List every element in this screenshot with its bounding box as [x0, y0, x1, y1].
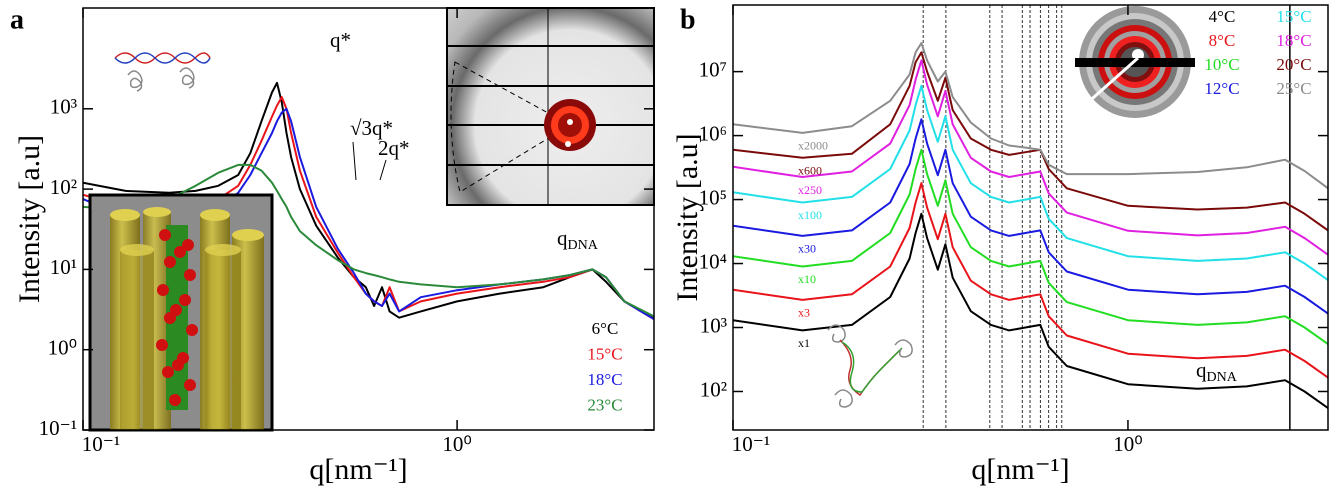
legend-entry: 15°C	[587, 344, 622, 363]
annotation-text: q*	[330, 28, 351, 52]
series-line	[733, 51, 1328, 232]
y-tick-label: 10²	[50, 175, 77, 199]
series-line	[733, 182, 1328, 379]
inset-detector	[446, 7, 655, 206]
plot-area-a	[83, 81, 654, 321]
annotation-subscript: DNA	[568, 238, 599, 253]
plot-frame	[732, 4, 1329, 431]
legend-entry: 8°C	[1209, 31, 1236, 50]
pointer	[379, 159, 387, 181]
scale-label: x1	[798, 336, 810, 350]
y-tick-label: 10⁷	[699, 57, 727, 81]
legend-entry: 20°C	[1276, 55, 1311, 74]
legend-entry: 23°C	[587, 395, 622, 414]
labels: 10⁻¹ 10⁰ 10¹ 10² 10³ 10⁻¹ 10⁰ q[nm⁻¹] Intensity …	[10, 4, 1329, 486]
x-tick-label: 10⁰	[1113, 432, 1142, 456]
series-line	[733, 118, 1328, 315]
series-line	[733, 84, 1328, 281]
polymer-icon	[827, 324, 913, 408]
scale-label: x10	[798, 272, 816, 286]
legend-entry: 15°C	[1276, 7, 1311, 26]
scale-label: x100	[798, 208, 822, 222]
x-axis-label: q[nm⁻¹]	[309, 453, 407, 486]
scale-label: x3	[798, 306, 810, 320]
x-tick-label: 10⁰	[442, 432, 471, 456]
annotation: q*	[330, 28, 351, 52]
y-tick-label: 10⁵	[699, 185, 727, 209]
x-axis-label: q[nm⁻¹]	[971, 453, 1069, 486]
legend-entry: 18°C	[587, 370, 622, 389]
y-tick-label: 10²	[700, 377, 727, 401]
series-line	[83, 163, 654, 318]
plot-frame	[82, 7, 655, 431]
legend-entry: 10°C	[1204, 55, 1239, 74]
y-tick-label: 10³	[50, 95, 77, 119]
inset-rendering	[88, 193, 274, 432]
y-axis-label: Intensity [a.u]	[671, 133, 704, 301]
annotation-text: 2q*	[378, 136, 410, 160]
legend-entry: 4°C	[1209, 7, 1236, 26]
legend-entry: 18°C	[1276, 31, 1311, 50]
panel-label: b	[680, 4, 696, 35]
annotation-text: q	[557, 226, 568, 250]
scale-label: x250	[798, 183, 822, 197]
series-line	[83, 81, 654, 319]
legend-entry: 6°C	[592, 319, 619, 338]
x-tick-label: 10⁻¹	[732, 432, 770, 456]
scale-label: x30	[798, 242, 816, 256]
series-line	[733, 212, 1328, 409]
annotation: qDNA	[1196, 358, 1238, 385]
pointer	[352, 141, 357, 181]
x-tick-label: 10⁻¹	[82, 432, 120, 456]
y-tick-label: 10⁰	[48, 336, 77, 360]
inset-scattering	[1075, 5, 1195, 120]
panel-label: a	[10, 4, 24, 35]
dna-icon	[114, 52, 211, 92]
y-tick-label: 10⁴	[699, 249, 727, 273]
y-tick-label: 10⁶	[699, 121, 727, 145]
scale-label: x2000	[798, 139, 828, 153]
annotation-subscript: DNA	[1207, 370, 1238, 385]
y-tick-label: 10¹	[50, 255, 77, 279]
plot-area-b	[733, 5, 1328, 430]
annotation-text: q	[1196, 358, 1207, 382]
series-line	[83, 96, 654, 321]
scale-label: x600	[798, 164, 822, 178]
series-line	[733, 59, 1328, 256]
y-axis-label: Intensity [a.u]	[13, 135, 46, 303]
legend-entry: 12°C	[1204, 79, 1239, 98]
annotation: 2q*	[378, 136, 410, 160]
annotation: √3q*	[350, 116, 393, 140]
annotation: qDNA	[557, 226, 599, 253]
y-tick-label: 10⁻¹	[39, 416, 77, 440]
y-tick-label: 10³	[700, 313, 727, 337]
annotation-text: √3q*	[350, 116, 393, 140]
series-line	[733, 148, 1328, 345]
legend-entry: 25°C	[1276, 79, 1311, 98]
series-line	[733, 42, 1328, 190]
